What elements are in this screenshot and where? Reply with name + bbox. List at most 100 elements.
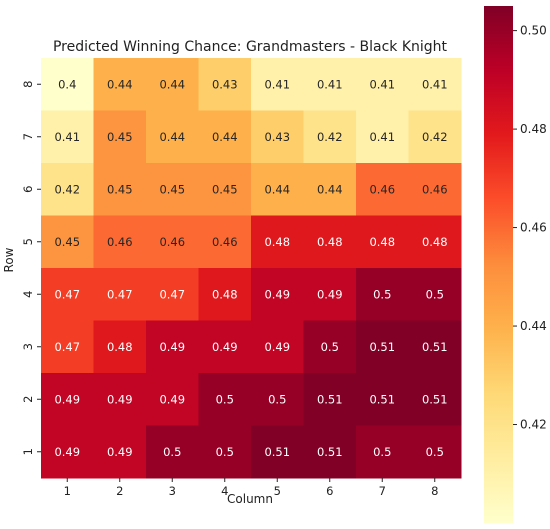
heatmap-cell	[41, 373, 94, 426]
y-tick-label: 5	[21, 238, 35, 245]
cell-value-label: 0.46	[159, 235, 185, 249]
cell-value-label: 0.44	[317, 182, 343, 196]
heatmap-cell	[146, 58, 199, 111]
cell-value-label: 0.51	[422, 392, 448, 406]
x-tick-label: 5	[274, 484, 281, 498]
cell-value-label: 0.51	[422, 340, 448, 354]
heatmap-cell	[93, 320, 147, 374]
cell-value-label: 0.41	[422, 77, 448, 91]
cell-value-label: 0.46	[369, 182, 395, 196]
heatmap-cell	[93, 163, 147, 216]
cell-value-label: 0.45	[107, 130, 133, 144]
cell-value-label: 0.5	[321, 340, 339, 354]
cell-value-label: 0.47	[107, 287, 133, 301]
heatmap-cell	[408, 215, 462, 269]
cell-value-label: 0.49	[264, 287, 290, 301]
heatmap-cell	[303, 268, 357, 321]
heatmap-cell	[41, 58, 94, 111]
cell-value-label: 0.45	[212, 182, 238, 196]
heatmap-cell	[303, 58, 357, 111]
cell-value-label: 0.5	[163, 445, 181, 459]
heatmap-cell	[303, 215, 357, 269]
heatmap-cells	[41, 58, 462, 479]
heatmap-cell	[198, 163, 252, 216]
cell-value-label: 0.49	[54, 445, 80, 459]
cell-value-label: 0.47	[159, 287, 185, 301]
y-tick-label: 3	[21, 343, 35, 350]
heatmap-cell	[41, 163, 94, 216]
x-axis-label: Column	[227, 492, 273, 506]
heatmap-cell	[408, 163, 462, 216]
colorbar	[484, 6, 513, 523]
y-tick-label: 2	[21, 396, 35, 403]
cell-value-label: 0.47	[54, 287, 80, 301]
heatmap-cell	[146, 425, 199, 479]
heatmap-cell	[303, 110, 357, 164]
y-axis-label: Row	[2, 247, 16, 272]
heatmap-cell	[303, 373, 357, 426]
heatmap-cell	[251, 425, 304, 479]
cell-value-label: 0.5	[426, 287, 444, 301]
cell-value-label: 0.51	[369, 340, 395, 354]
cell-value-label: 0.47	[54, 340, 80, 354]
heatmap-cell	[146, 373, 199, 426]
y-axis-ticks: 8 7 6 5 4 3 2 1	[21, 81, 41, 455]
cell-value-label: 0.51	[317, 445, 343, 459]
heatmap-cell	[251, 163, 304, 216]
cell-value-label: 0.5	[216, 392, 234, 406]
colorbar-tick-label: 0.44	[520, 319, 547, 333]
heatmap-cell	[251, 110, 304, 164]
cell-value-label: 0.5	[373, 445, 391, 459]
heatmap-cell	[41, 268, 94, 321]
cell-value-label: 0.48	[107, 340, 133, 354]
cell-value-label: 0.48	[212, 287, 238, 301]
cell-value-label: 0.45	[54, 235, 80, 249]
heatmap-cell	[251, 268, 304, 321]
cell-value-label: 0.49	[264, 340, 290, 354]
heatmap-cell	[356, 110, 409, 164]
x-tick-label: 2	[116, 484, 123, 498]
cell-value-label: 0.46	[212, 235, 238, 249]
colorbar-tick-label: 0.42	[520, 418, 547, 432]
heatmap-cell	[251, 215, 304, 269]
heatmap-cell	[251, 320, 304, 374]
colorbar-tick-label: 0.46	[520, 221, 547, 235]
x-tick-label: 4	[221, 484, 228, 498]
chart-title: Predicted Winning Chance: Grandmasters -…	[53, 39, 448, 55]
cell-value-label: 0.41	[369, 130, 395, 144]
cell-value-label: 0.43	[264, 130, 290, 144]
cell-value-label: 0.4	[58, 77, 76, 91]
heatmap-cell	[93, 215, 147, 269]
heatmap-cell	[198, 215, 252, 269]
heatmap-cell	[198, 425, 252, 479]
cell-value-label: 0.49	[212, 340, 238, 354]
heatmap-cell	[41, 425, 94, 479]
cell-value-label: 0.44	[264, 182, 290, 196]
cell-value-label: 0.5	[216, 445, 234, 459]
cell-value-label: 0.41	[369, 77, 395, 91]
cell-value-label: 0.51	[369, 392, 395, 406]
heatmap-cell	[93, 268, 147, 321]
cell-value-label: 0.41	[317, 77, 343, 91]
x-tick-label: 8	[431, 484, 438, 498]
heatmap-cell	[41, 110, 94, 164]
heatmap-cell-labels: 0.4 0.44 0.44 0.43 0.41 0.41 0.41 0.41 0.41 0.45 0…	[54, 77, 447, 459]
heatmap-cell	[356, 373, 409, 426]
heatmap-cell	[408, 110, 462, 164]
heatmap-cell	[93, 58, 147, 111]
heatmap-cell	[408, 425, 462, 479]
colorbar-tick-label: 0.48	[520, 122, 547, 136]
cell-value-label: 0.45	[107, 182, 133, 196]
heatmap-cell	[356, 268, 409, 321]
cell-value-label: 0.43	[212, 77, 238, 91]
heatmap-cell	[93, 110, 147, 164]
x-tick-label: 6	[326, 484, 333, 498]
cell-value-label: 0.42	[317, 130, 343, 144]
heatmap-cell	[93, 373, 147, 426]
heatmap-cell	[146, 163, 199, 216]
cell-value-label: 0.42	[54, 182, 80, 196]
heatmap-cell	[303, 320, 357, 374]
cell-value-label: 0.44	[107, 77, 133, 91]
heatmap-cell	[356, 58, 409, 111]
x-axis-ticks: 1 2 3 4 5 6 7 8	[64, 478, 438, 498]
